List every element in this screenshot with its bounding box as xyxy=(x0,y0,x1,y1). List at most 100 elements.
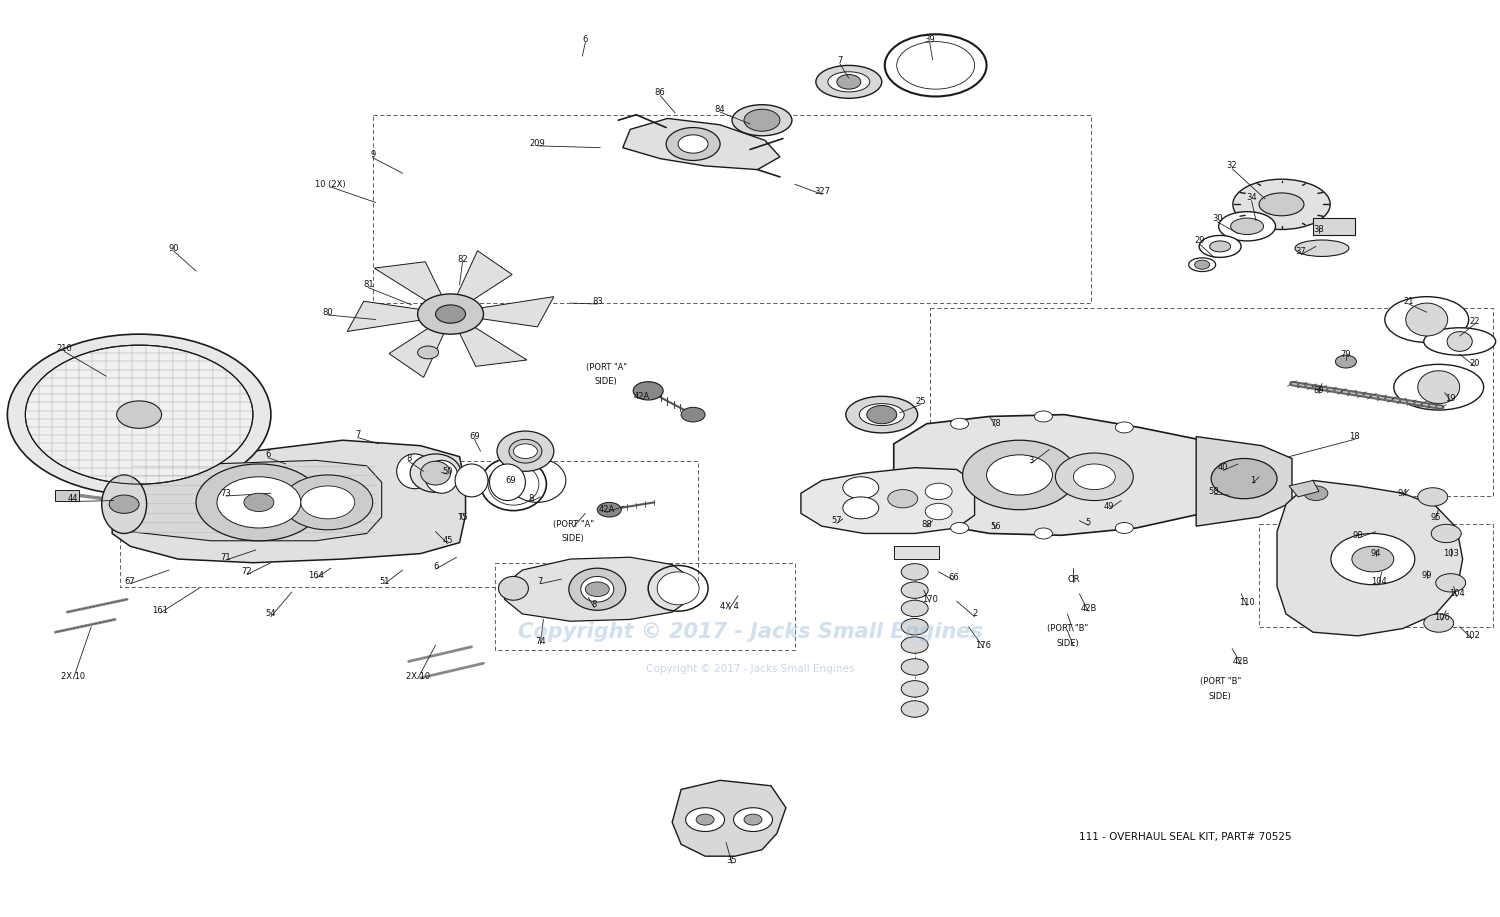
Ellipse shape xyxy=(1258,193,1304,215)
Ellipse shape xyxy=(396,454,432,489)
Text: 69: 69 xyxy=(506,476,516,485)
Text: 80: 80 xyxy=(322,308,333,316)
Circle shape xyxy=(435,305,465,323)
Text: 82: 82 xyxy=(458,255,468,264)
Text: 110: 110 xyxy=(1239,599,1256,607)
Text: 84: 84 xyxy=(714,105,726,114)
Circle shape xyxy=(585,582,609,597)
Circle shape xyxy=(951,523,969,534)
Text: (PORT "A": (PORT "A" xyxy=(554,520,594,529)
Text: 38: 38 xyxy=(1314,226,1324,235)
Text: 78: 78 xyxy=(990,419,1000,428)
Ellipse shape xyxy=(1188,258,1215,271)
Text: 42A: 42A xyxy=(598,505,615,514)
Text: 58: 58 xyxy=(1209,487,1219,496)
Circle shape xyxy=(597,503,621,517)
Text: 37: 37 xyxy=(1296,248,1306,257)
Polygon shape xyxy=(1276,481,1462,635)
Circle shape xyxy=(843,497,879,519)
Ellipse shape xyxy=(424,460,458,493)
Text: 9: 9 xyxy=(370,150,375,160)
Text: 104: 104 xyxy=(1371,577,1386,586)
Text: 25: 25 xyxy=(915,397,926,406)
Text: 51: 51 xyxy=(380,577,390,586)
Circle shape xyxy=(217,477,302,528)
Text: 83: 83 xyxy=(592,297,603,305)
Text: 49: 49 xyxy=(1104,502,1114,511)
Circle shape xyxy=(888,490,918,508)
Ellipse shape xyxy=(1424,327,1496,355)
Circle shape xyxy=(513,444,537,458)
Text: 22: 22 xyxy=(1470,317,1480,326)
Circle shape xyxy=(110,495,140,514)
Bar xyxy=(1312,218,1354,235)
Circle shape xyxy=(1304,486,1328,501)
Text: 106: 106 xyxy=(1434,613,1449,622)
Text: 57: 57 xyxy=(831,516,842,525)
Circle shape xyxy=(284,475,372,530)
Text: 88: 88 xyxy=(921,520,932,529)
Text: 29: 29 xyxy=(1194,237,1204,246)
Text: 10 (2X): 10 (2X) xyxy=(315,180,346,189)
Polygon shape xyxy=(801,468,975,534)
Text: (PORT "A": (PORT "A" xyxy=(585,362,627,371)
Circle shape xyxy=(837,74,861,89)
Text: 90: 90 xyxy=(168,244,178,253)
Ellipse shape xyxy=(568,569,626,610)
Circle shape xyxy=(902,636,928,653)
Ellipse shape xyxy=(454,464,488,497)
Circle shape xyxy=(902,680,928,697)
Ellipse shape xyxy=(1384,297,1468,342)
Text: 104: 104 xyxy=(1449,590,1464,598)
Ellipse shape xyxy=(1198,236,1240,258)
Text: (PORT "B": (PORT "B" xyxy=(1047,624,1088,633)
Text: SIDE): SIDE) xyxy=(1209,691,1231,701)
Circle shape xyxy=(1335,355,1356,368)
Polygon shape xyxy=(894,414,1214,536)
Ellipse shape xyxy=(1448,332,1473,351)
Polygon shape xyxy=(453,318,526,367)
Text: 74: 74 xyxy=(536,636,546,646)
Polygon shape xyxy=(452,250,512,309)
Text: 34: 34 xyxy=(1246,193,1257,203)
Text: 164: 164 xyxy=(308,571,324,580)
Ellipse shape xyxy=(496,431,554,471)
Circle shape xyxy=(696,814,714,825)
Text: 21: 21 xyxy=(1404,297,1414,305)
Text: 8: 8 xyxy=(406,454,411,463)
Circle shape xyxy=(926,503,952,520)
Text: SIDE): SIDE) xyxy=(562,535,585,544)
Circle shape xyxy=(26,345,254,484)
Text: 6: 6 xyxy=(582,35,588,44)
Text: 45: 45 xyxy=(442,536,453,546)
Ellipse shape xyxy=(1230,218,1263,235)
Ellipse shape xyxy=(580,577,614,602)
Polygon shape xyxy=(1288,481,1318,497)
Bar xyxy=(56,490,80,501)
Text: 170: 170 xyxy=(921,595,938,603)
Text: 6: 6 xyxy=(433,562,438,571)
Text: 35: 35 xyxy=(726,856,738,866)
Polygon shape xyxy=(1196,436,1292,526)
Circle shape xyxy=(734,808,772,832)
Ellipse shape xyxy=(509,439,542,463)
Circle shape xyxy=(1436,574,1466,592)
Text: 7: 7 xyxy=(837,56,843,65)
Text: 42B: 42B xyxy=(1233,657,1250,666)
Text: 94: 94 xyxy=(1398,489,1408,498)
Text: 2: 2 xyxy=(972,610,976,618)
Text: 44: 44 xyxy=(68,494,78,503)
Text: 54: 54 xyxy=(266,610,276,618)
Circle shape xyxy=(1424,613,1454,632)
Circle shape xyxy=(678,135,708,153)
Ellipse shape xyxy=(1218,212,1275,241)
Text: SIDE): SIDE) xyxy=(596,377,618,386)
Text: 42A: 42A xyxy=(634,392,651,401)
Ellipse shape xyxy=(1233,179,1330,229)
Text: 98: 98 xyxy=(1353,531,1364,540)
Circle shape xyxy=(1352,547,1394,572)
Text: 6: 6 xyxy=(266,450,270,459)
Circle shape xyxy=(744,814,762,825)
Circle shape xyxy=(1056,453,1134,501)
Ellipse shape xyxy=(1294,240,1348,257)
